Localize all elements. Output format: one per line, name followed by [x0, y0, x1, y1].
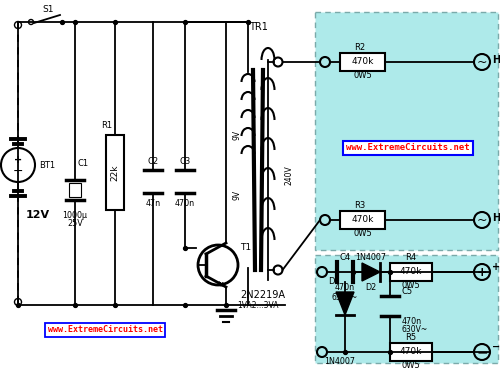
- Text: 1VA2...3VA: 1VA2...3VA: [238, 300, 279, 309]
- Bar: [106, 135, 124, 210]
- Text: 470k: 470k: [352, 57, 374, 67]
- Text: 470n: 470n: [335, 283, 355, 293]
- Text: 1000μ: 1000μ: [62, 211, 88, 219]
- Text: 470n: 470n: [402, 316, 422, 326]
- Text: −: −: [13, 165, 23, 178]
- FancyArrow shape: [219, 282, 224, 286]
- Text: 0W5: 0W5: [353, 71, 372, 81]
- Text: 25V: 25V: [67, 219, 83, 229]
- Text: C3: C3: [180, 157, 190, 165]
- Text: HT: HT: [492, 55, 500, 65]
- Text: C5: C5: [402, 286, 413, 296]
- Text: 0W5: 0W5: [353, 229, 372, 239]
- Text: R1: R1: [101, 121, 112, 131]
- Text: C2: C2: [148, 157, 158, 165]
- Polygon shape: [336, 292, 354, 315]
- Text: 9V: 9V: [232, 190, 241, 200]
- Text: +HT: +HT: [492, 262, 500, 272]
- Text: 470n: 470n: [175, 198, 195, 208]
- Text: −: −: [476, 345, 488, 359]
- Text: C4: C4: [340, 252, 350, 262]
- Text: S1: S1: [42, 6, 54, 14]
- Bar: [340, 211, 385, 229]
- Text: R3: R3: [354, 201, 366, 209]
- FancyBboxPatch shape: [315, 12, 498, 250]
- Text: 630V~: 630V~: [332, 293, 358, 302]
- Text: 47n: 47n: [146, 198, 160, 208]
- Text: R2: R2: [354, 43, 366, 51]
- Text: 22k: 22k: [110, 164, 120, 181]
- Text: 2N2219A: 2N2219A: [240, 290, 285, 300]
- Text: www.ExtremeCircuits.net: www.ExtremeCircuits.net: [48, 326, 162, 334]
- Text: 470k: 470k: [352, 215, 374, 225]
- Bar: [390, 343, 432, 361]
- Bar: [340, 53, 385, 71]
- Bar: [69, 183, 81, 197]
- Text: BT1: BT1: [39, 161, 55, 169]
- Text: HT: HT: [492, 213, 500, 223]
- Text: R5: R5: [405, 333, 416, 342]
- Text: ~: ~: [477, 56, 487, 68]
- Text: +: +: [476, 266, 488, 279]
- Text: 1N4007: 1N4007: [324, 357, 356, 367]
- Text: 470k: 470k: [400, 347, 422, 357]
- Text: TR1: TR1: [248, 22, 268, 32]
- Text: 1N4007: 1N4007: [356, 252, 386, 262]
- Text: R4: R4: [405, 252, 416, 262]
- Text: 240V: 240V: [284, 165, 293, 185]
- FancyBboxPatch shape: [315, 255, 498, 363]
- Text: −HT: −HT: [492, 342, 500, 352]
- Text: D2: D2: [366, 283, 376, 292]
- Text: 0W5: 0W5: [402, 361, 420, 370]
- Text: ~: ~: [477, 213, 487, 226]
- Text: +: +: [14, 155, 22, 165]
- Text: 630V~: 630V~: [402, 326, 428, 334]
- Polygon shape: [362, 263, 380, 281]
- Text: 12V: 12V: [26, 210, 50, 220]
- Text: 470k: 470k: [400, 268, 422, 276]
- Text: 9V: 9V: [232, 130, 241, 140]
- Text: T1: T1: [240, 242, 251, 252]
- Text: C1: C1: [77, 158, 88, 168]
- Text: www.ExtremeCircuits.net: www.ExtremeCircuits.net: [346, 144, 470, 152]
- Bar: [390, 263, 432, 281]
- Text: 0W5: 0W5: [402, 282, 420, 290]
- Text: D1: D1: [328, 278, 340, 286]
